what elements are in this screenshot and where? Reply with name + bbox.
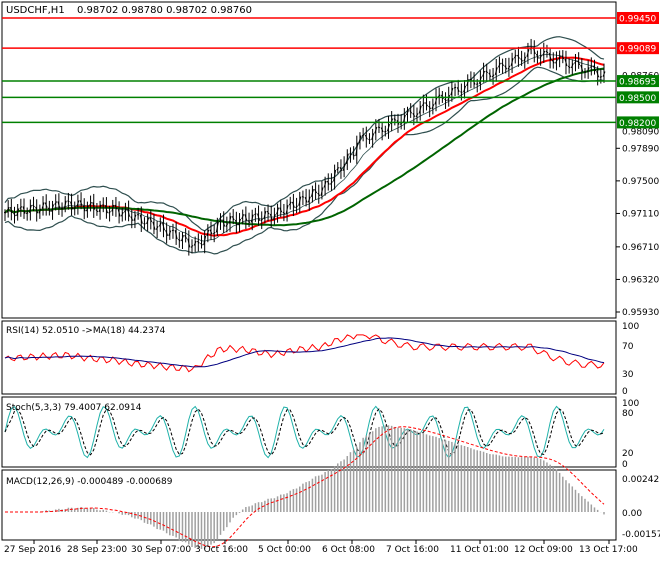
candle-body [302, 197, 304, 198]
time-tick-label: 5 Oct 00:00 [258, 545, 311, 555]
candle-body [460, 92, 462, 93]
stoch-tick-label: 100 [622, 399, 639, 409]
candle-body [470, 79, 472, 80]
price-tick-label: 0.97500 [622, 177, 659, 187]
level-label-0.98200: 0.98200 [619, 119, 656, 129]
stoch-tick-label: 20 [622, 449, 634, 459]
candle-body [378, 127, 380, 128]
candle-body [584, 72, 586, 73]
level-label-0.99089: 0.99089 [619, 45, 656, 55]
time-tick-label: 3 Oct 16:00 [195, 545, 248, 555]
time-tick-label: 11 Oct 01:00 [450, 545, 509, 555]
rsi-tick-label: 70 [622, 342, 634, 352]
price-tick-label: 0.96320 [622, 275, 659, 285]
price-tick-label-partial: 0.98090 [622, 128, 659, 138]
candle-body [384, 131, 386, 132]
level-label-0.98500: 0.98500 [619, 94, 656, 104]
candle-body [368, 139, 370, 140]
candle-body [362, 135, 364, 136]
price-tick-label: 0.96710 [622, 243, 659, 253]
price-tick-label: 0.97110 [622, 209, 659, 219]
time-tick-label: 27 Sep 2016 [4, 545, 61, 555]
time-tick-label: 30 Sep 07:00 [131, 545, 191, 555]
time-tick-label: 12 Oct 09:00 [514, 545, 573, 555]
candle-body [600, 77, 602, 78]
stoch-label: Stoch(5,3,3) 79.4007 62.0914 [6, 403, 142, 413]
chart-ohlc-label: 0.98702 0.98780 0.98702 0.98760 [77, 5, 252, 16]
candle-body [476, 84, 478, 85]
chart-symbol-label: USDCHF,H1 [6, 5, 65, 16]
price-tick-label: 0.95930 [622, 308, 659, 318]
stoch-tick-label: 80 [622, 409, 634, 419]
macd-label: MACD(12,26,9) -0.000489 -0.000689 [6, 477, 173, 487]
rsi-tick-label: 0 [622, 387, 628, 397]
rsi-tick-label: 100 [622, 322, 639, 332]
rsi-tick-label: 30 [622, 370, 634, 380]
level-label-0.99450: 0.99450 [619, 15, 656, 25]
candle-body [454, 87, 456, 88]
time-tick-label: 28 Sep 23:00 [67, 545, 127, 555]
rsi-label: RSI(14) 52.0510 ->MA(18) 44.2374 [6, 326, 166, 336]
macd-tick-label: 0.00 [622, 509, 642, 519]
time-tick-label: 6 Oct 08:00 [322, 545, 375, 555]
stoch-tick-label: 0 [622, 460, 628, 470]
macd-tick-label: 0.002421 [622, 475, 660, 485]
macd-tick-label: -0.001576 [622, 530, 660, 540]
price-tick-label: 0.97890 [622, 144, 659, 154]
time-tick-label: 7 Oct 16:00 [386, 545, 439, 555]
level-label-0.98695: 0.98695 [619, 78, 656, 88]
time-tick-label: 13 Oct 17:00 [579, 545, 638, 555]
